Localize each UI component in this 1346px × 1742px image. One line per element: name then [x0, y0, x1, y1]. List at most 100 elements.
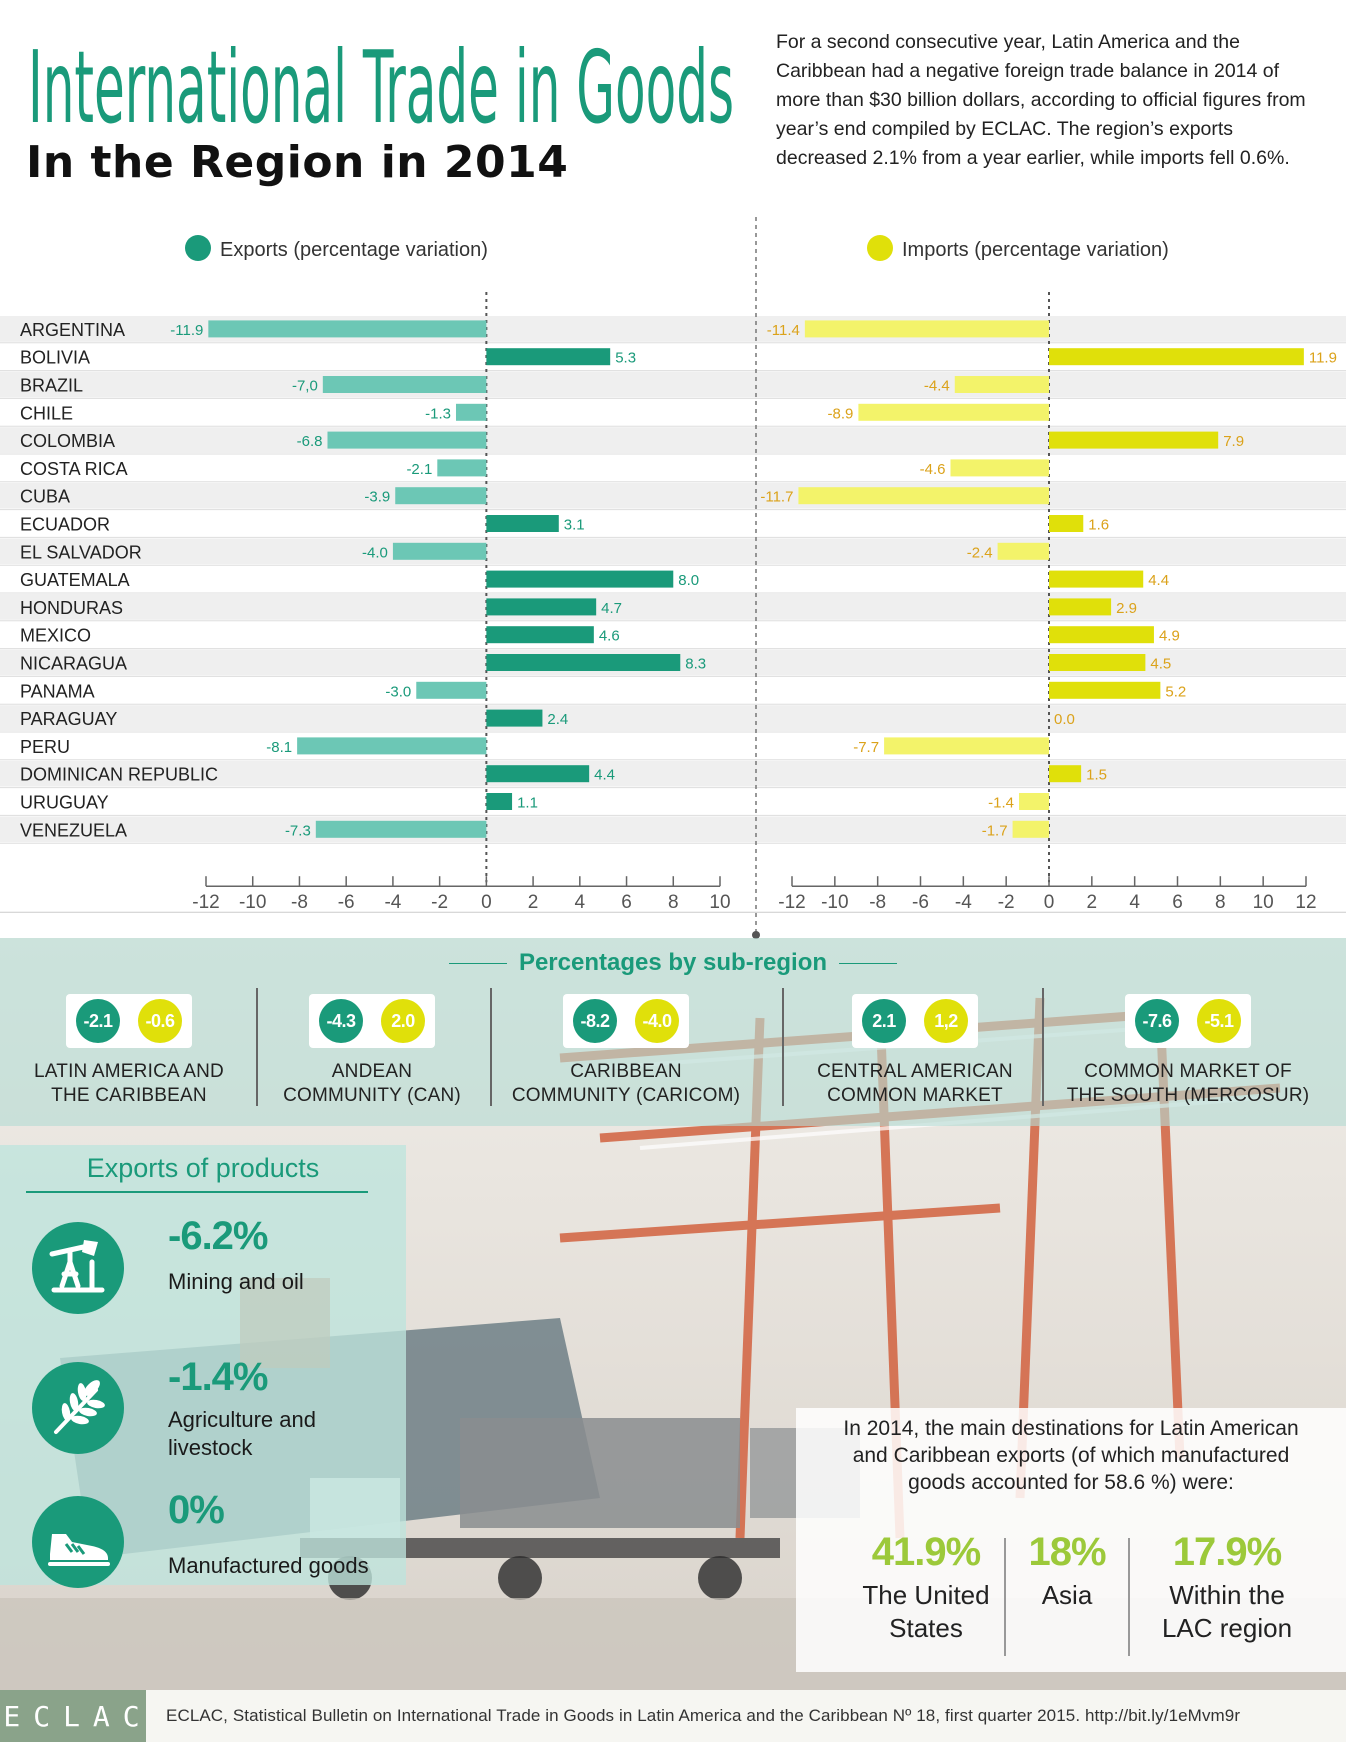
- subregion-can: -4.3 2.0 ANDEAN COMMUNITY (CAN): [268, 994, 476, 1108]
- subregion-divider: [1042, 988, 1044, 1106]
- subregion-cacm: 2.1 1,2 CENTRAL AMERICAN COMMON MARKET: [800, 994, 1030, 1108]
- country-label: URUGUAY: [20, 793, 109, 813]
- x-tick-label-imports: 6: [1172, 892, 1183, 913]
- imports-value-label: -11.7: [760, 489, 793, 506]
- exports-value-label: -8.1: [266, 739, 292, 756]
- subregion-label-line: COMMON MARKET: [827, 1085, 1003, 1106]
- country-label: PARAGUAY: [20, 709, 117, 729]
- subregion-label: LATIN AMERICA AND THE CARIBBEAN: [18, 1060, 240, 1108]
- imports-bar: [1049, 654, 1146, 671]
- x-tick-label-exports: 10: [709, 892, 730, 913]
- imports-value-label: 1.5: [1086, 767, 1107, 784]
- destination-percent: 41.9%: [871, 1530, 981, 1574]
- country-label: DOMINICAN REPUBLIC: [20, 765, 218, 785]
- exports-value-label: 8.0: [678, 572, 699, 589]
- country-label: ARGENTINA: [20, 320, 125, 340]
- x-tick-label-imports: 12: [1295, 892, 1316, 913]
- exports-bar: [486, 626, 594, 644]
- subregion-divider: [256, 988, 258, 1106]
- x-tick-label-imports: -10: [821, 892, 848, 913]
- subregion-label-line: THE CARIBBEAN: [51, 1085, 207, 1106]
- country-label: PANAMA: [20, 681, 95, 701]
- subregion-values: -2.1 -0.6: [66, 994, 192, 1048]
- imports-value-label: -1.7: [982, 822, 1008, 839]
- exports-value-label: 4.7: [601, 600, 622, 617]
- row-stripe: [0, 760, 1346, 787]
- subregion-divider: [782, 988, 784, 1106]
- subregion-label-line: THE SOUTH (MERCOSUR): [1066, 1085, 1310, 1106]
- subregion-title-rule-left: [448, 962, 507, 965]
- exports-bar: [327, 431, 487, 449]
- exports-value-label: 5.3: [615, 350, 636, 367]
- subregion-label-line: CENTRAL AMERICAN: [817, 1061, 1013, 1082]
- imports-bar: [1049, 348, 1304, 366]
- imports-bar: [798, 487, 1049, 505]
- exports-bar: [437, 459, 487, 477]
- product-label-manufactured: Manufactured goods: [168, 1553, 369, 1578]
- subregion-label-line: COMMON MARKET OF: [1084, 1061, 1292, 1082]
- x-tick-label-imports: 2: [1087, 892, 1098, 913]
- x-tick-label-imports: 8: [1215, 892, 1226, 913]
- imports-value-label: 4.9: [1159, 628, 1180, 645]
- legend-label-exports: Exports (percentage variation): [220, 239, 488, 261]
- imports-value-label: 11.9: [1309, 350, 1337, 367]
- row-stripe: [0, 705, 1346, 731]
- x-tick-label-imports: -12: [778, 892, 805, 913]
- exports-value-label: -4.0: [362, 544, 388, 561]
- subregion-divider: [490, 988, 492, 1106]
- imports-value-label: 1.6: [1088, 517, 1109, 534]
- imports-value-label: 5.2: [1165, 683, 1186, 700]
- exports-bar: [486, 570, 674, 588]
- subregion-label: CARIBBEAN COMMUNITY (CARICOM): [506, 1060, 746, 1108]
- x-tick-label-imports: -8: [869, 892, 886, 913]
- exports-value-badge: -4.3: [319, 999, 363, 1043]
- trade-bar-charts: ARGENTINA BOLIVIA BRAZIL CHILE COLOMBIA COSTA…: [0, 217, 1346, 939]
- destination-label-line: Within the: [1169, 1580, 1285, 1610]
- imports-bar: [954, 376, 1049, 393]
- product-label-agriculture: Agriculture and livestock: [168, 1406, 316, 1462]
- product-label-line: Agriculture and: [168, 1407, 316, 1432]
- destination-percent: 18%: [1028, 1530, 1106, 1574]
- imports-bar: [1019, 793, 1049, 810]
- subregion-lac: -2.1 -0.6 LATIN AMERICA AND THE CARIBBEA…: [18, 994, 240, 1108]
- x-tick-label-exports: -4: [384, 892, 401, 913]
- imports-value-badge: -4.0: [635, 999, 679, 1043]
- exports-bar: [486, 515, 559, 532]
- imports-value-label: -4.6: [920, 461, 946, 478]
- country-label: VENEZUELA: [20, 820, 127, 840]
- country-label: CUBA: [20, 487, 70, 507]
- imports-bar: [884, 737, 1049, 755]
- x-tick-label-exports: -2: [431, 892, 448, 913]
- destination-asia: 18% Asia: [1012, 1530, 1122, 1612]
- subregion-label-line: LATIN AMERICA AND: [34, 1061, 224, 1082]
- footer-source: ECLAC, Statistical Bulletin on Internati…: [166, 1706, 1241, 1725]
- exports-bar: [208, 320, 487, 338]
- x-tick-label-imports: 0: [1044, 892, 1055, 913]
- destinations-panel: [796, 1408, 1346, 1672]
- imports-bar: [1049, 626, 1154, 644]
- product-label-line: livestock: [168, 1435, 253, 1460]
- imports-value-label: -11.4: [767, 322, 800, 339]
- exports-bar: [486, 654, 681, 671]
- exports-value-label: -2.1: [406, 461, 432, 478]
- intro-paragraph: For a second consecutive year, Latin Ame…: [776, 31, 1306, 169]
- imports-bar: [1012, 820, 1049, 838]
- destination-label-line: Asia: [1041, 1580, 1093, 1610]
- imports-bar: [1049, 515, 1084, 532]
- destination-percent: 17.9%: [1172, 1530, 1282, 1574]
- exports-value-label: -7,0: [292, 378, 318, 395]
- exports-value-label: 3.1: [564, 517, 585, 534]
- destinations-text: In 2014, the main destinations for Latin…: [843, 1417, 1299, 1494]
- subregion-label: COMMON MARKET OF THE SOUTH (MERCOSUR): [1060, 1060, 1316, 1108]
- imports-value-label: 4.4: [1148, 572, 1169, 589]
- imports-value-label: 4.5: [1150, 656, 1171, 673]
- subregion-label-line: COMMUNITY (CARICOM): [511, 1085, 741, 1106]
- exports-value-label: -11.9: [170, 322, 203, 339]
- destination-divider: [1128, 1538, 1130, 1656]
- destination-label-line: States: [889, 1613, 963, 1643]
- page-title: International Trade in Goods: [28, 29, 734, 144]
- sneaker-icon: [32, 1496, 124, 1588]
- x-tick-label-exports: -8: [291, 892, 308, 913]
- imports-bar: [858, 403, 1049, 421]
- destination-label: Asia: [1012, 1579, 1122, 1612]
